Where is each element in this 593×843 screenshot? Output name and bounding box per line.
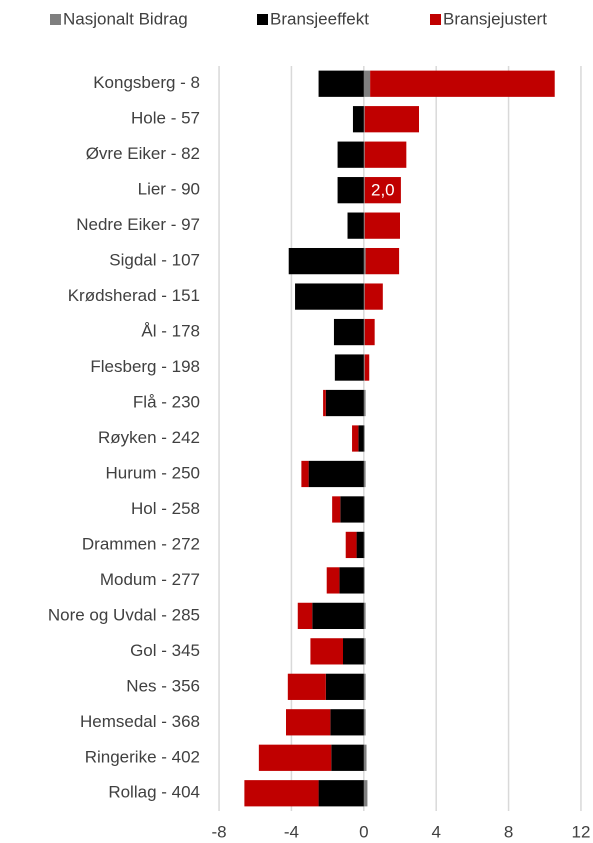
bar-segment [363, 496, 365, 523]
bar-segment [325, 673, 364, 700]
bar-segment [364, 354, 370, 381]
x-tick-label: 12 [571, 822, 590, 841]
y-tick-label: Øvre Eiker - 82 [86, 144, 200, 163]
y-tick-label: Flå - 230 [133, 393, 200, 412]
bar-segment [364, 212, 400, 239]
y-tick-label: Ål - 178 [141, 322, 200, 341]
bar-segment [318, 70, 364, 97]
bar-segment [343, 638, 364, 665]
bar-segment [363, 709, 366, 736]
legend-label: Bransjeeffekt [270, 9, 369, 28]
bar-segment [312, 602, 364, 630]
bar-segment [363, 141, 365, 168]
bar-segment [258, 744, 332, 771]
bar-segment [363, 283, 365, 310]
bar-segment [286, 709, 331, 736]
bar-segment [358, 425, 364, 452]
y-tick-label: Røyken - 242 [98, 428, 200, 447]
y-tick-label: Hemsedal - 368 [80, 712, 200, 731]
bar-segment [352, 106, 364, 133]
bar-segment [295, 283, 364, 310]
bar-segment [363, 177, 365, 204]
bar-segment [340, 496, 364, 523]
y-tick-label: Hole - 57 [131, 109, 200, 128]
bar-segment [308, 460, 364, 488]
bar-segment [363, 247, 366, 275]
bar-segment [363, 70, 371, 97]
y-tick-label: Flesberg - 198 [90, 357, 200, 376]
legend-swatch [50, 14, 61, 25]
x-tick-label: 0 [359, 822, 368, 841]
bar-segment [318, 780, 364, 807]
bar-segment [352, 425, 359, 452]
legend-swatch [257, 14, 268, 25]
bar-segment [332, 496, 341, 523]
bar-segment [363, 354, 365, 381]
bar-segment [330, 709, 364, 736]
legend-label: Bransjejustert [443, 9, 547, 28]
bar-segment [363, 389, 366, 417]
bar-segment [364, 318, 375, 346]
bar-segment [363, 602, 366, 630]
bar-segment [363, 567, 365, 594]
y-tick-label: Lier - 90 [138, 180, 200, 199]
bar-segment [356, 531, 364, 559]
y-tick-label: Nes - 356 [126, 676, 200, 695]
y-tick-label: Hurum - 250 [106, 463, 200, 482]
bar-segment [364, 106, 419, 133]
bar-segment [297, 602, 313, 630]
bar-segment [333, 318, 364, 346]
y-tick-label: Nedre Eiker - 97 [76, 215, 200, 234]
data-label: 2,0 [371, 181, 395, 200]
bar-segment [363, 744, 367, 771]
bar-segment [339, 567, 364, 594]
bar-segment [364, 177, 401, 204]
y-tick-label: Hol - 258 [131, 499, 200, 518]
bar-segment [323, 389, 326, 417]
y-tick-label: Ringerike - 402 [85, 747, 200, 766]
bar-segment [326, 567, 340, 594]
x-tick-label: -8 [211, 822, 226, 841]
bar-segment [364, 141, 407, 168]
bar-segment [363, 780, 368, 807]
bar-segment [331, 744, 364, 771]
y-tick-label: Kongsberg - 8 [93, 73, 200, 92]
bar-segment [363, 212, 365, 239]
bar-segment [363, 638, 366, 665]
x-tick-label: 8 [504, 822, 513, 841]
bar-segment [363, 460, 366, 488]
x-tick-label: -4 [284, 822, 299, 841]
y-tick-label: Gol - 345 [130, 641, 200, 660]
bar-segment [287, 673, 326, 700]
bar-segment [310, 638, 343, 665]
y-tick-label: Modum - 277 [100, 570, 200, 589]
legend-label: Nasjonalt Bidrag [63, 9, 188, 28]
bar-segment [337, 177, 364, 204]
y-tick-label: Sigdal - 107 [109, 251, 200, 270]
bar-segment [244, 780, 319, 807]
x-tick-label: 4 [431, 822, 440, 841]
bar-segment [301, 460, 309, 488]
bar-segment [347, 212, 364, 239]
bar-segment [363, 531, 365, 559]
y-tick-label: Nore og Uvdal - 285 [48, 605, 200, 624]
y-tick-label: Rollag - 404 [108, 783, 200, 802]
bar-segment [363, 106, 365, 133]
bar-segment [363, 673, 366, 700]
bar-segment [363, 318, 365, 346]
bar-segment [325, 389, 364, 417]
bar-segment [365, 247, 400, 275]
bar-segment [334, 354, 364, 381]
bar-segment [364, 283, 383, 310]
bar-segment [363, 425, 365, 452]
bar-segment [345, 531, 357, 559]
y-tick-label: Krødsherad - 151 [68, 286, 200, 305]
legend-swatch [430, 14, 441, 25]
bar-segment [370, 70, 555, 97]
bar-segment [337, 141, 364, 168]
bar-segment [288, 247, 364, 275]
y-tick-label: Drammen - 272 [82, 534, 200, 553]
